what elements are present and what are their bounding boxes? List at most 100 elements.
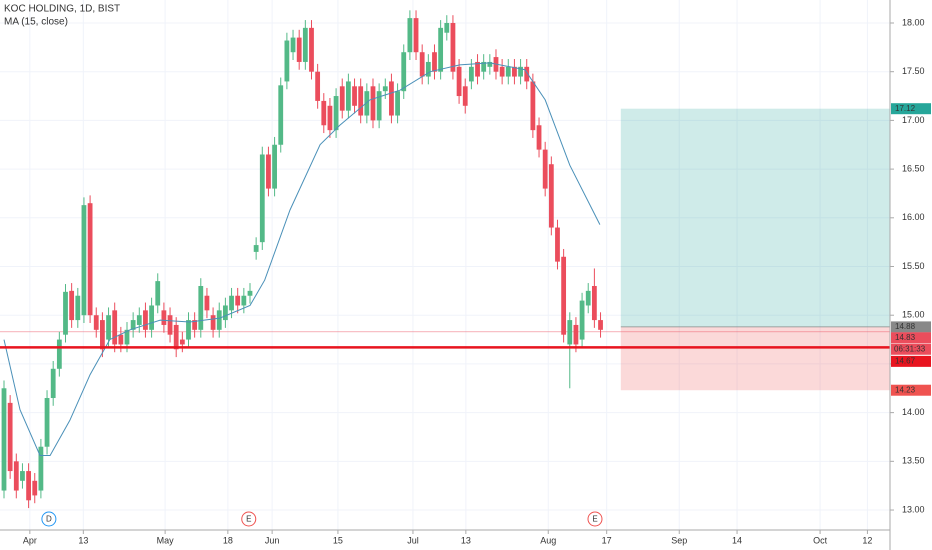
candle-body — [438, 27, 444, 72]
y-tick-label: 16.00 — [902, 212, 925, 222]
price-tag-label: 14.23 — [895, 385, 916, 394]
candle-body — [309, 27, 314, 72]
price-tag — [891, 384, 931, 396]
candle-body — [63, 291, 68, 335]
price-tag-label: 14.88 — [895, 322, 916, 331]
candle-body — [352, 86, 357, 106]
event-label: E — [592, 515, 597, 524]
ma-line — [3, 62, 601, 456]
y-tick-label: 17.00 — [902, 115, 925, 125]
candle-body — [106, 315, 111, 340]
candle-body — [598, 320, 603, 330]
event-marker — [41, 511, 57, 527]
candle-body — [124, 329, 130, 345]
candle-body — [259, 154, 265, 243]
candle-body — [235, 295, 241, 306]
price-tag — [891, 103, 931, 115]
candle-body — [376, 91, 382, 121]
candle-body — [241, 295, 247, 306]
candle-body — [419, 52, 425, 77]
event-label: E — [246, 515, 251, 524]
candle-body — [118, 334, 124, 345]
x-tick-label: 13 — [461, 535, 471, 545]
candle-body — [198, 285, 204, 330]
chart-title: KOC HOLDING, 1D, BIST — [4, 4, 120, 15]
candle-body — [253, 245, 259, 252]
candle-body — [149, 305, 154, 330]
candle-body — [186, 320, 191, 340]
price-tag-label: 14.83 — [895, 333, 916, 342]
candle-body — [290, 37, 296, 53]
candle-body — [278, 85, 284, 145]
event-marker — [587, 511, 603, 527]
candle-body — [333, 96, 339, 131]
candle-body — [370, 86, 376, 121]
candle-body — [468, 66, 474, 82]
candle-body — [536, 125, 542, 150]
candle-body — [75, 295, 81, 321]
candle-body — [161, 310, 167, 325]
candle-body — [69, 290, 75, 321]
candle-body — [7, 402, 13, 472]
candle-body — [407, 18, 413, 53]
candle-body — [266, 154, 271, 189]
x-tick-label: 15 — [333, 535, 343, 545]
candle-body — [229, 295, 234, 311]
price-tag-label: 17.12 — [895, 104, 916, 113]
candle-body — [413, 18, 419, 53]
candle-body — [302, 27, 308, 62]
candle-body — [173, 324, 179, 350]
countdown: 06:31:33 — [894, 344, 926, 353]
candle-body — [505, 66, 511, 77]
candle-body — [585, 290, 591, 306]
candle-body — [216, 310, 222, 330]
candle-body — [50, 368, 56, 399]
x-tick-label: 13 — [78, 535, 88, 545]
candle-body — [315, 71, 321, 101]
candle-body — [1, 388, 7, 491]
candle-body — [222, 305, 228, 321]
x-tick-label: Apr — [23, 535, 37, 545]
price-tag — [891, 355, 931, 367]
candle-body — [530, 81, 536, 131]
candle-body — [401, 52, 407, 92]
x-tick-label: 14 — [732, 535, 742, 545]
x-tick-label: 12 — [862, 535, 872, 545]
candle-body — [167, 315, 173, 335]
candle-body — [296, 37, 302, 62]
target-zone — [620, 108, 890, 327]
candle-body — [26, 471, 31, 501]
candle-body — [475, 61, 480, 77]
candle-body — [155, 281, 161, 306]
candle-body — [136, 315, 142, 325]
x-tick-label: 17 — [602, 535, 612, 545]
x-tick-label: May — [157, 535, 175, 545]
candle-body — [210, 315, 216, 330]
candle-body — [192, 320, 198, 330]
candle-body — [204, 295, 210, 311]
candle-body — [130, 320, 136, 330]
candle-body — [499, 66, 505, 77]
x-tick-label: Oct — [813, 535, 828, 545]
candle-body — [321, 100, 327, 126]
candle-body — [56, 339, 62, 369]
candle-body — [87, 203, 93, 316]
candle-body — [13, 461, 19, 491]
candle-body — [425, 61, 431, 77]
candle-body — [32, 480, 38, 496]
candle-body — [44, 398, 50, 447]
candle-body — [524, 66, 530, 82]
y-tick-label: 15.00 — [902, 310, 925, 320]
candle-body — [487, 61, 493, 67]
candle-body — [462, 86, 468, 106]
y-tick-label: 16.50 — [902, 163, 925, 173]
candle-body — [382, 86, 388, 92]
candle-body — [389, 81, 394, 116]
candle-body — [573, 324, 579, 345]
price-tag — [891, 332, 931, 344]
candle-body — [339, 86, 345, 111]
candle-body — [542, 149, 548, 189]
candle-body — [591, 285, 597, 321]
x-tick-label: Jun — [265, 535, 280, 545]
